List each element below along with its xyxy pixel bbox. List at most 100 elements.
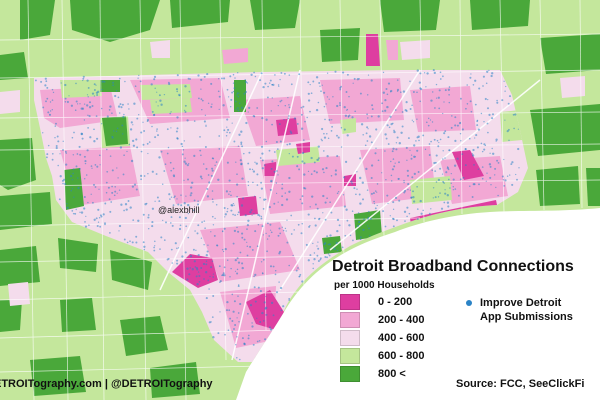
submission-point <box>117 177 119 179</box>
submission-point <box>125 208 128 211</box>
submission-point <box>385 178 387 181</box>
submission-point <box>190 192 193 195</box>
submission-point <box>210 266 213 269</box>
submission-point <box>488 69 490 72</box>
submission-point <box>247 184 250 187</box>
submission-point <box>261 167 264 170</box>
submission-point <box>112 81 115 84</box>
submission-point <box>477 168 480 170</box>
submission-point <box>249 303 253 307</box>
submission-point <box>135 138 138 141</box>
submission-point <box>154 245 156 247</box>
submission-point <box>178 227 182 231</box>
submission-point <box>517 147 520 151</box>
submission-point <box>427 124 430 127</box>
submission-point <box>156 91 158 93</box>
submission-point <box>226 300 229 304</box>
submission-point <box>270 110 273 112</box>
submission-point <box>170 248 173 251</box>
submission-point <box>352 82 354 84</box>
submission-point <box>203 75 206 78</box>
submission-point <box>191 268 194 271</box>
submission-point <box>246 245 249 247</box>
submission-point <box>254 273 257 277</box>
submission-point <box>111 135 113 138</box>
submission-point <box>281 195 283 198</box>
submission-point <box>445 171 448 174</box>
submission-point <box>211 157 214 159</box>
submission-point <box>265 118 268 121</box>
submission-point <box>419 72 422 75</box>
submission-point <box>241 262 244 265</box>
submission-point <box>497 161 500 164</box>
submission-point <box>216 244 219 247</box>
submission-point <box>239 251 242 254</box>
submission-point <box>227 128 230 131</box>
submission-point <box>147 152 149 155</box>
submission-point <box>422 209 424 212</box>
submission-point <box>212 201 214 203</box>
submission-point <box>211 260 214 262</box>
submission-point <box>218 135 221 137</box>
submission-point <box>405 146 408 149</box>
submission-point <box>307 170 310 173</box>
submission-point <box>392 201 395 204</box>
submission-point <box>170 216 173 219</box>
submission-point <box>184 251 187 254</box>
submission-point <box>159 99 162 102</box>
submission-point <box>351 116 354 119</box>
submission-point <box>191 181 194 184</box>
submission-point <box>138 74 140 77</box>
submission-point <box>269 229 272 231</box>
submission-point <box>320 138 322 140</box>
submission-point <box>205 263 208 266</box>
submission-point <box>384 225 387 228</box>
submission-point <box>476 124 479 127</box>
submission-point <box>233 300 236 303</box>
submission-point <box>51 99 54 101</box>
submission-point <box>202 163 205 165</box>
submission-point <box>430 208 432 210</box>
submission-point <box>241 106 244 109</box>
submission-point <box>129 128 133 131</box>
submission-point <box>232 73 235 76</box>
legend-label: 400 - 600 <box>378 332 425 344</box>
submission-point <box>342 71 345 74</box>
submission-point <box>367 74 370 76</box>
legend-class-600-800: 600 - 800 <box>340 347 424 365</box>
map-subtitle: per 1000 Households <box>334 280 435 291</box>
submission-point <box>323 132 325 135</box>
submission-point <box>115 130 118 133</box>
submission-point <box>495 186 497 189</box>
submission-point <box>118 77 121 80</box>
submission-point <box>376 183 379 185</box>
submission-point <box>492 152 495 155</box>
submission-point <box>134 85 137 88</box>
submission-point <box>73 196 75 198</box>
submission-point <box>88 224 90 226</box>
submission-point <box>143 175 146 177</box>
submission-point <box>354 110 357 113</box>
submission-point <box>49 101 52 103</box>
submission-point <box>472 183 475 186</box>
submission-point <box>208 181 211 184</box>
submission-point <box>229 276 231 278</box>
submission-point <box>211 198 214 200</box>
submission-point <box>96 224 99 228</box>
submission-point <box>205 125 207 128</box>
submission-point <box>504 90 506 92</box>
submission-point <box>438 107 441 110</box>
submission-point <box>396 79 399 81</box>
submission-point <box>76 153 79 155</box>
submission-point <box>183 202 186 205</box>
submission-point <box>252 181 254 184</box>
submission-point <box>331 125 333 128</box>
submission-point <box>233 229 237 233</box>
submission-point <box>142 213 145 216</box>
submission-point <box>206 250 209 253</box>
submission-point <box>84 160 87 163</box>
submission-point <box>132 144 136 147</box>
submission-point <box>112 84 114 87</box>
submission-point <box>324 201 327 204</box>
submission-point <box>190 186 193 189</box>
